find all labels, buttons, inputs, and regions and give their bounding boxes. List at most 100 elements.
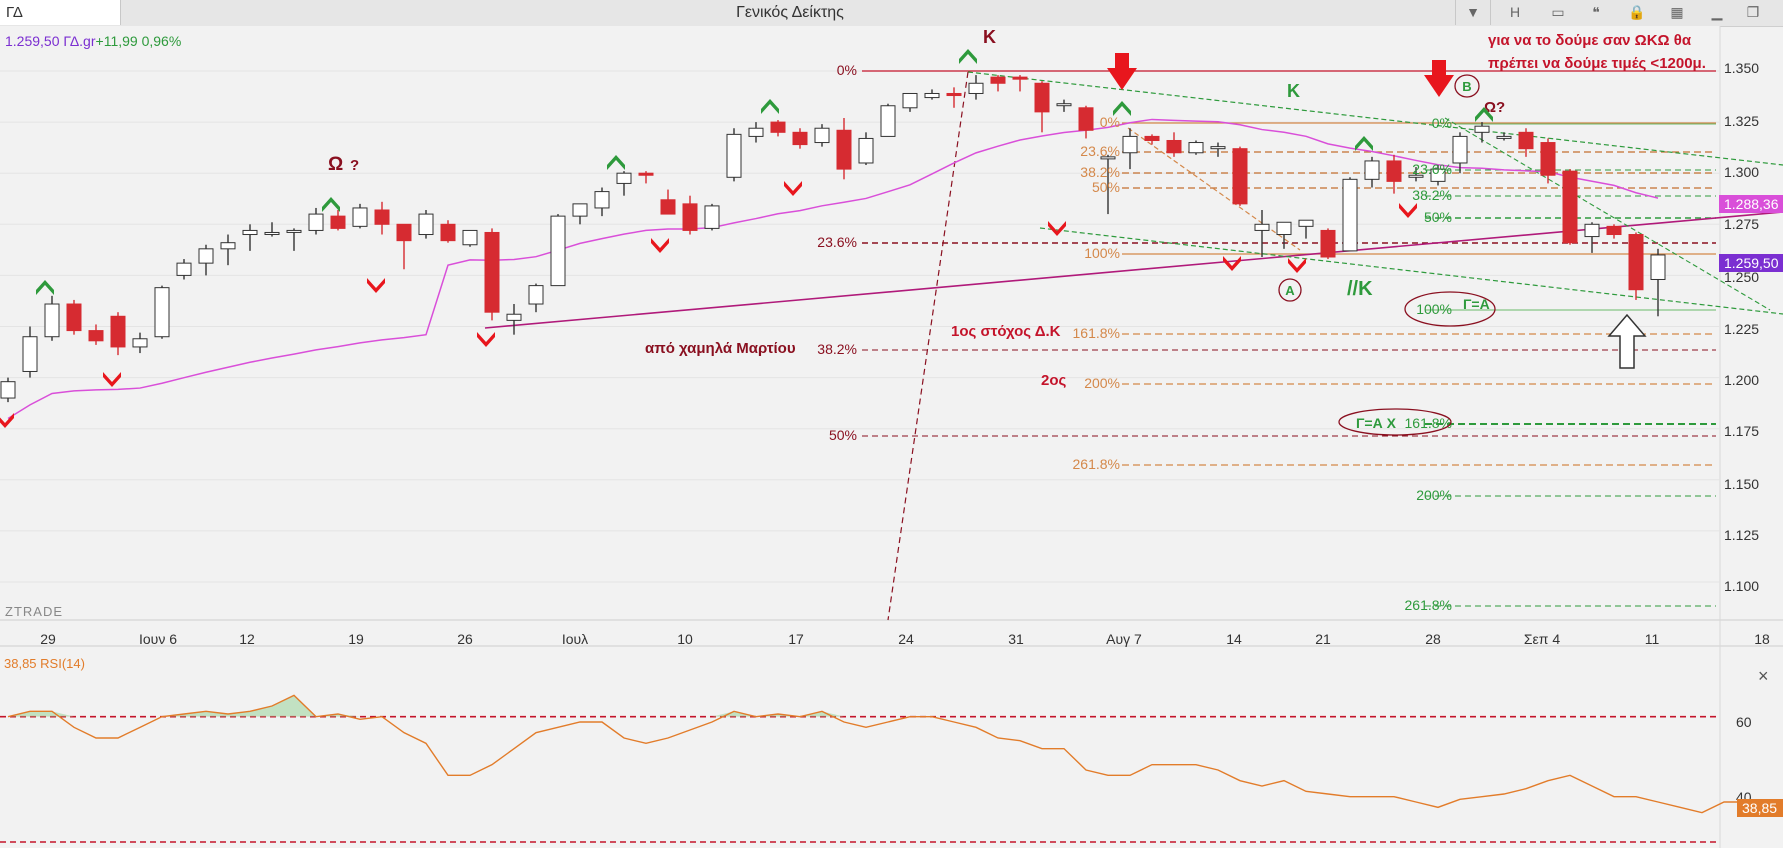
candle-body bbox=[528, 285, 544, 305]
candle-body bbox=[484, 231, 500, 313]
h-button[interactable]: H bbox=[1509, 4, 1521, 20]
price-tick: 1.250 bbox=[1724, 269, 1759, 285]
candle-body bbox=[990, 76, 1006, 84]
fib-label: 100% bbox=[1084, 245, 1120, 261]
annotation-omega: ? bbox=[350, 157, 359, 174]
date-tick: Σεπ 4 bbox=[1524, 631, 1560, 647]
quote-readout: 1.259,50 ΓΔ.gr+11,99 0,96% bbox=[5, 33, 181, 49]
chevron-down-icon[interactable]: ▼ bbox=[1455, 0, 1491, 25]
candle-body bbox=[1364, 160, 1380, 180]
rsi-tick: 60 bbox=[1736, 714, 1752, 730]
price-axis[interactable]: 1.350 1.325 1.300 1.275 1.250 1.225 1.20… bbox=[1719, 60, 1783, 594]
date-tick: 31 bbox=[1008, 631, 1024, 647]
fib-label: 50% bbox=[829, 427, 857, 443]
chevron-down-icon bbox=[103, 372, 121, 387]
price-tick: 1.225 bbox=[1724, 321, 1759, 337]
b-circle bbox=[1454, 74, 1480, 98]
fib-label: 0% bbox=[1432, 115, 1452, 131]
candle-body bbox=[902, 92, 918, 109]
price-tick: 1.300 bbox=[1724, 164, 1759, 180]
rsi-badge-text: 38,85 bbox=[1742, 800, 1777, 816]
candle-body bbox=[22, 336, 38, 372]
annotation-target1: 1ος στόχος Δ.Κ bbox=[951, 323, 1061, 340]
price-tick: 1.350 bbox=[1724, 60, 1759, 76]
candle-body bbox=[88, 330, 104, 342]
minimize-icon[interactable]: ▁ bbox=[1711, 4, 1723, 20]
chevron-up-icon bbox=[36, 280, 54, 295]
window-icon[interactable]: ▭ bbox=[1551, 4, 1565, 20]
candle-body bbox=[220, 242, 236, 250]
price-tick: 1.125 bbox=[1724, 527, 1759, 543]
fib-label: 0% bbox=[837, 62, 857, 78]
fib-label: 161.8% bbox=[1073, 325, 1120, 341]
candle-body bbox=[198, 248, 214, 264]
date-tick: 10 bbox=[677, 631, 693, 647]
annotation-gamma-ax: Γ=Α Χ bbox=[1356, 415, 1397, 431]
candle-body bbox=[352, 207, 368, 227]
date-tick: 28 bbox=[1425, 631, 1441, 647]
date-tick: 12 bbox=[239, 631, 255, 647]
annotation-a: A bbox=[1285, 283, 1295, 298]
date-tick: Ιουν 6 bbox=[139, 631, 177, 647]
annotation-k: Κ bbox=[1287, 81, 1300, 101]
annotation-from-march: από χαμηλά Μαρτίου bbox=[645, 340, 796, 357]
rsi-indicator bbox=[0, 694, 1746, 843]
annotation-k: Κ bbox=[983, 27, 996, 47]
candle-body bbox=[1232, 148, 1248, 205]
chevron-up-icon bbox=[607, 155, 625, 170]
price-tick: 1.325 bbox=[1724, 113, 1759, 129]
fib-label: 200% bbox=[1416, 487, 1452, 503]
quote-icon[interactable]: ❝ bbox=[1592, 4, 1600, 20]
close-icon[interactable]: × bbox=[1758, 666, 1769, 686]
fib-label: 161.8% bbox=[1405, 415, 1452, 431]
price-tick: 1.150 bbox=[1724, 476, 1759, 492]
ma-badge bbox=[1719, 195, 1783, 213]
candle-body bbox=[418, 213, 434, 236]
arrow-down-icon bbox=[1107, 53, 1137, 90]
candle-body bbox=[1452, 135, 1468, 164]
fib-label: 23.6% bbox=[1412, 161, 1452, 177]
annotation-omega: Ω? bbox=[1484, 99, 1505, 116]
candle-body bbox=[770, 121, 786, 133]
candle-body bbox=[1320, 229, 1336, 258]
gamma-a-ellipse bbox=[1404, 291, 1496, 327]
signal-markers bbox=[0, 49, 1493, 428]
candle-body bbox=[1144, 135, 1160, 141]
fib-label: 50% bbox=[1424, 209, 1452, 225]
candle-body bbox=[110, 315, 126, 348]
lock-icon[interactable]: 🔒 bbox=[1628, 4, 1646, 20]
moving-average-path bbox=[7, 118, 1659, 420]
symbol-input[interactable]: ΓΔ bbox=[0, 0, 121, 25]
candle-body bbox=[1408, 174, 1424, 178]
candle-body bbox=[594, 191, 610, 209]
candle-body bbox=[1628, 234, 1644, 291]
candle-body bbox=[1012, 76, 1028, 80]
candle-body bbox=[726, 133, 742, 178]
fib-label: 0% bbox=[1100, 114, 1120, 130]
chevron-down-icon bbox=[0, 413, 14, 428]
candle-body bbox=[1562, 170, 1578, 244]
arrow-down-icon bbox=[1424, 60, 1454, 97]
candle-body bbox=[550, 215, 566, 287]
chevron-down-icon bbox=[784, 181, 802, 196]
candle-body bbox=[638, 172, 654, 176]
candle-body bbox=[1166, 139, 1182, 154]
image-icon[interactable]: ▦ bbox=[1670, 4, 1684, 20]
date-tick: 14 bbox=[1226, 631, 1242, 647]
fib-label: 38.2% bbox=[1412, 187, 1452, 203]
candle-body bbox=[264, 231, 280, 235]
annotation-b: B bbox=[1462, 79, 1471, 94]
candle-body bbox=[1496, 135, 1512, 139]
annotation-gamma-a: Γ=Α bbox=[1463, 296, 1490, 312]
moving-average-line bbox=[7, 118, 1659, 420]
fib-label: 100% bbox=[1416, 301, 1452, 317]
candle-body bbox=[506, 313, 522, 321]
date-axis[interactable]: 29 Ιουν 6 12 19 26 Ιουλ 10 17 24 31 Αυγ … bbox=[40, 631, 1770, 647]
arrow-up-icon bbox=[1607, 313, 1647, 369]
date-tick: 29 bbox=[40, 631, 56, 647]
candle-body bbox=[374, 209, 390, 225]
candle-body bbox=[44, 303, 60, 338]
restore-icon[interactable]: ❐ bbox=[1746, 4, 1760, 20]
candle-body bbox=[132, 338, 148, 348]
